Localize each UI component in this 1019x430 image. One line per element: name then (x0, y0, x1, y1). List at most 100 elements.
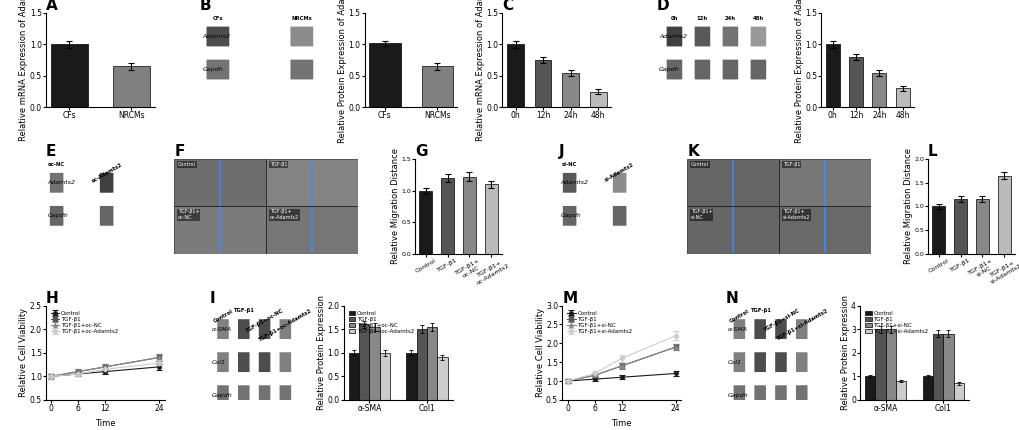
FancyBboxPatch shape (612, 173, 626, 193)
Bar (506, 44, 524, 108)
FancyBboxPatch shape (774, 352, 786, 372)
FancyBboxPatch shape (694, 27, 709, 46)
FancyBboxPatch shape (237, 385, 250, 405)
Text: K: K (687, 144, 698, 159)
FancyBboxPatch shape (733, 385, 745, 405)
X-axis label: Time: Time (610, 419, 632, 427)
Y-axis label: Relative mRNA Expression of Adamts2: Relative mRNA Expression of Adamts2 (19, 0, 29, 141)
Y-axis label: Relative Migration Distance: Relative Migration Distance (903, 148, 912, 264)
Text: TGF-β1+si-Adamts2: TGF-β1+si-Adamts2 (774, 308, 827, 342)
FancyBboxPatch shape (795, 352, 807, 372)
FancyBboxPatch shape (733, 352, 745, 372)
FancyBboxPatch shape (279, 385, 290, 405)
Text: 0h: 0h (671, 16, 678, 21)
Bar (416, 329, 427, 400)
Bar (896, 381, 906, 400)
Bar (359, 324, 369, 400)
FancyBboxPatch shape (259, 385, 270, 405)
Y-axis label: Relative Protein Expression: Relative Protein Expression (840, 295, 849, 410)
Bar (779, 159, 870, 206)
Text: oc-NC: oc-NC (48, 162, 65, 167)
Bar (931, 206, 945, 254)
Text: oc-Adamts2: oc-Adamts2 (91, 162, 123, 184)
Text: Gapdh: Gapdh (47, 213, 68, 218)
FancyBboxPatch shape (795, 319, 807, 339)
Text: TGF-β1+oc-Adamts2: TGF-β1+oc-Adamts2 (258, 308, 313, 343)
Legend: Control, TGF-β1, TGF-β1+oc-NC, TGF-β1+oc-Adamts2: Control, TGF-β1, TGF-β1+oc-NC, TGF-β1+oc… (346, 308, 416, 336)
Text: L: L (927, 144, 936, 159)
Text: Col1: Col1 (211, 359, 225, 365)
Bar (932, 334, 943, 400)
Text: TGF-β1: TGF-β1 (233, 308, 254, 313)
FancyBboxPatch shape (50, 206, 63, 226)
Legend: Control, TGF-β1, TGF-β1+si-NC, TGF-β1+si-Adamts2: Control, TGF-β1, TGF-β1+si-NC, TGF-β1+si… (862, 308, 930, 336)
FancyBboxPatch shape (217, 385, 228, 405)
FancyBboxPatch shape (50, 173, 63, 193)
FancyBboxPatch shape (279, 319, 290, 339)
Bar (589, 92, 606, 108)
FancyBboxPatch shape (733, 319, 745, 339)
Bar (848, 57, 862, 108)
Text: Gapdh: Gapdh (211, 393, 232, 398)
Y-axis label: Relative Protein Expression of Adamts2: Relative Protein Expression of Adamts2 (794, 0, 803, 143)
Y-axis label: Relative Protein Expression of Adamts2: Relative Protein Expression of Adamts2 (338, 0, 346, 143)
FancyBboxPatch shape (721, 27, 738, 46)
FancyBboxPatch shape (721, 60, 738, 80)
Text: TGF-β1: TGF-β1 (783, 162, 800, 167)
Text: Col1: Col1 (728, 359, 741, 365)
Text: Adamts2: Adamts2 (559, 180, 588, 185)
FancyBboxPatch shape (754, 385, 765, 405)
Bar (687, 206, 779, 254)
FancyBboxPatch shape (237, 352, 250, 372)
FancyBboxPatch shape (206, 60, 229, 80)
Bar (266, 206, 358, 254)
Bar (421, 66, 452, 108)
Text: Gapdh: Gapdh (728, 393, 748, 398)
Text: B: B (200, 0, 211, 13)
Text: 12h: 12h (696, 16, 707, 21)
Text: TGF-β1+si-NC: TGF-β1+si-NC (761, 308, 799, 333)
Bar (871, 73, 886, 108)
Text: J: J (558, 144, 564, 159)
Text: Gapdh: Gapdh (658, 67, 679, 72)
Text: TGF-β1: TGF-β1 (749, 308, 770, 313)
Bar (174, 206, 266, 254)
Text: Control: Control (178, 162, 196, 167)
Text: A: A (46, 0, 58, 13)
Text: si-Adamts2: si-Adamts2 (603, 162, 635, 183)
Text: I: I (210, 291, 215, 305)
Bar (419, 190, 432, 254)
Legend: Control, TGF-β1, TGF-β1+oc-NC, TGF-β1+oc-Adamts2: Control, TGF-β1, TGF-β1+oc-NC, TGF-β1+oc… (49, 308, 120, 336)
Text: TGF-β1+
si-Adamts2: TGF-β1+ si-Adamts2 (783, 209, 809, 220)
Text: H: H (46, 291, 59, 305)
Y-axis label: Relative Cell Viability: Relative Cell Viability (535, 308, 544, 397)
Text: Gapdh: Gapdh (559, 213, 581, 218)
Bar (51, 44, 88, 108)
Y-axis label: Relative mRNA Expression of Adamts2: Relative mRNA Expression of Adamts2 (475, 0, 484, 141)
FancyBboxPatch shape (259, 319, 270, 339)
Text: Adamts2: Adamts2 (47, 180, 75, 185)
Bar (369, 43, 400, 108)
Bar (427, 327, 437, 400)
Bar (561, 73, 579, 108)
Bar (437, 357, 447, 400)
FancyBboxPatch shape (259, 352, 270, 372)
Text: Adamts2: Adamts2 (658, 34, 686, 39)
Text: CFs: CFs (212, 16, 223, 21)
Text: 24h: 24h (725, 16, 735, 21)
Bar (463, 177, 476, 254)
FancyBboxPatch shape (206, 27, 229, 46)
Text: TGF-β1+
oc-Adamts2: TGF-β1+ oc-Adamts2 (270, 209, 299, 220)
Text: C: C (502, 0, 514, 13)
Bar (348, 353, 359, 400)
Text: Control: Control (690, 162, 708, 167)
Text: Gapdh: Gapdh (202, 67, 223, 72)
Text: M: M (561, 291, 577, 305)
Bar (997, 176, 1010, 254)
Bar (484, 184, 497, 254)
Bar (113, 66, 150, 108)
Bar (921, 376, 932, 400)
Text: Control: Control (212, 308, 233, 324)
Bar (884, 329, 896, 400)
Text: N: N (726, 291, 738, 305)
